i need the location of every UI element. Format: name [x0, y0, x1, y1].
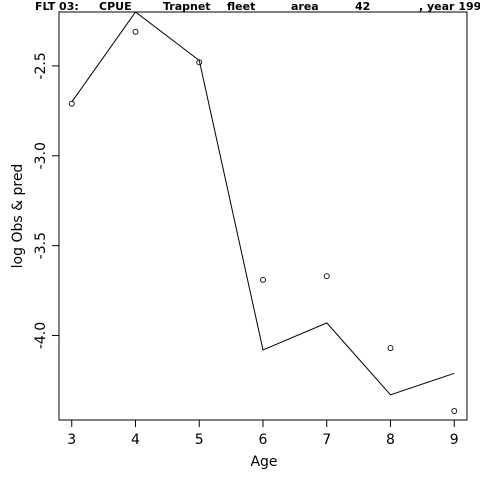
x-tick-label: 9: [450, 432, 459, 448]
y-tick-label: -3.0: [33, 142, 49, 169]
title-part: CPUE: [99, 0, 132, 13]
predicted-line: [71, 11, 455, 396]
predicted-series-line: [71, 11, 455, 396]
y-tick-label: -2.5: [33, 52, 49, 79]
x-tick-label: 8: [386, 432, 395, 448]
y-axis-label: log Obs & pred: [10, 164, 26, 269]
title-part: , year 1995: [419, 0, 480, 13]
title-part: Trapnet: [163, 0, 211, 13]
plot-frame: [58, 11, 468, 421]
chart-title: FLT 03: CPUE Trapnet fleet area 42 , year 1995: [35, 0, 480, 13]
observed-point: [387, 345, 394, 352]
x-axis-label: Age: [250, 454, 277, 470]
observed-point: [451, 408, 458, 414]
x-tick-label: 3: [67, 432, 76, 448]
y-tick-label: -3.5: [33, 232, 49, 259]
title-part: FLT 03:: [35, 0, 79, 13]
title-part: area: [291, 0, 319, 13]
observed-point: [196, 59, 203, 66]
y-axis: -2.5 -3.0 -3.5 -4.0: [33, 52, 60, 349]
observed-point: [323, 273, 330, 280]
x-tick-label: 7: [322, 432, 331, 448]
x-tick-label: 4: [131, 432, 140, 448]
title-part: fleet: [227, 0, 255, 13]
x-tick-label: 6: [259, 432, 268, 448]
x-axis: 3 4 5 6 7 8 9: [67, 419, 459, 448]
title-part: 42: [355, 0, 370, 13]
observed-point: [260, 276, 266, 283]
y-tick-label: -4.0: [33, 322, 49, 349]
observed-point: [132, 28, 139, 35]
x-tick-label: 5: [195, 432, 204, 448]
observed-points: [68, 28, 458, 414]
observed-point: [68, 100, 75, 107]
